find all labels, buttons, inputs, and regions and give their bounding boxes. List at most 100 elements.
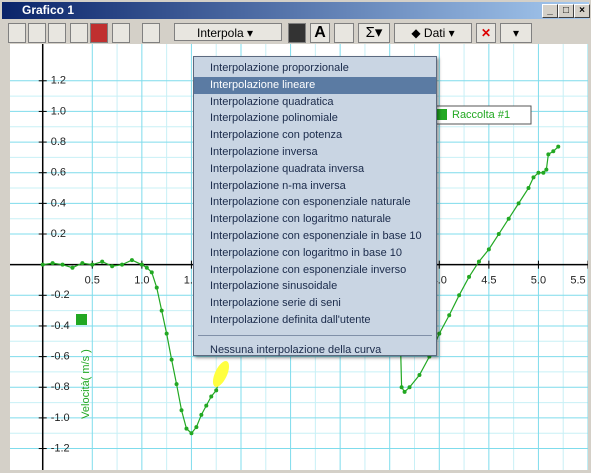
highlight [212,361,230,387]
menu-item[interactable]: Interpolazione lineare [194,76,436,94]
text-tool[interactable]: A [310,23,330,43]
x-tick-label: 5.0 [531,275,546,287]
legend-swatch [436,109,447,120]
interpolation-menu: Interpolazione proporzionale Interpolazio… [193,56,437,356]
tool[interactable] [90,23,108,43]
menu-item[interactable]: Interpolazione proporzionale [210,62,349,74]
data-point [120,262,125,267]
menu-item[interactable]: Interpolazione definita dall'utente [210,313,371,326]
menu-item[interactable]: Interpolazione con potenza [210,129,343,142]
y-tick-label: -0.6 [51,351,70,363]
maximize[interactable]: □ [558,4,574,18]
data-point [526,186,531,191]
data-point [70,265,75,270]
label: Σ [365,24,375,41]
close[interactable]: × [574,4,590,18]
title-bar: Grafico 1 _ □ × [2,2,590,19]
data-point [551,149,556,154]
data-point [169,357,174,362]
tool[interactable] [334,23,354,43]
data-point [536,170,541,175]
data-point [50,261,55,266]
tool[interactable] [142,23,160,43]
data-point [399,385,404,390]
menu-item[interactable]: Nessuna interpolazione della curva [210,343,382,356]
tool[interactable] [288,23,306,43]
data-point [516,201,521,206]
sum-tool[interactable]: Σ▾ [358,23,390,43]
y-tick-label: 0.4 [51,197,66,209]
data-point [556,144,561,149]
data-point [139,262,144,267]
menu-item[interactable]: Interpolazione con logaritmo in base 10 [210,246,403,259]
data-point [437,331,442,336]
y-tick-label: -0.4 [51,320,70,332]
separator [198,334,432,336]
menu-item[interactable]: Interpolazione con logaritmo naturale [210,213,392,226]
delete-tool[interactable]: ✕ [476,23,496,43]
data-point [184,426,189,431]
tool[interactable] [8,23,26,43]
y-tick-label: -0.2 [51,289,70,301]
menu-item[interactable]: Interpolazione inversa [210,145,318,158]
legend-label: Raccolta #1 [452,109,510,121]
data-point [144,265,149,270]
data-point [486,247,491,252]
data-point [164,331,169,336]
tool[interactable] [112,23,130,43]
menu-item[interactable]: Interpolazione quadrata inversa [210,162,365,175]
y-tick-label: -1.2 [51,442,70,454]
data-point [80,261,85,266]
y-tick-label: 1.2 [51,75,66,87]
y-tick-label: 0.2 [51,228,66,240]
data-point [90,262,95,267]
data-point [209,394,214,399]
tool[interactable] [70,23,88,43]
data-point [149,270,154,275]
data-point [541,170,546,175]
data-point [467,274,472,279]
dati-button[interactable]: ◆ Dati ▾ [394,23,472,43]
label: Dati [423,26,446,40]
tool[interactable]: ▾ [500,23,532,43]
x-tick-label: 5.5 [570,275,585,287]
data-point [129,258,134,263]
data-point [40,262,45,267]
data-point [476,259,481,264]
data-point [402,389,407,394]
y-tick-label: -0.8 [51,381,70,393]
data-point [417,372,422,377]
y-tick-label: 0.8 [51,136,66,148]
data-point [189,431,194,436]
data-point [194,425,199,430]
menu-item[interactable]: Interpolazione con esponenziale inverso [210,263,407,276]
menu-item[interactable]: Interpolazione con esponenziale in base … [210,229,422,242]
data-point [531,175,536,180]
menu-item[interactable]: Interpolazione polinomiale [210,112,338,125]
tool[interactable] [48,23,66,43]
menu-item[interactable]: Interpolazione con esponenziale naturale [210,196,411,209]
y-tick-label: 0.6 [51,167,66,179]
y-axis-label: Velocità( m/s ) [80,349,92,419]
menu-item[interactable]: Interpolazione serie di seni [210,297,341,310]
label: Interpola [197,26,244,40]
data-point [447,313,452,318]
tool[interactable] [28,23,46,43]
data-point [60,262,65,267]
interpola-button[interactable]: Interpola ▾ [174,23,282,41]
minimize[interactable]: _ [542,4,558,18]
toolbar: Interpola ▾ A Σ▾ ◆ Dati ▾ ✕ ▾ [2,21,589,43]
data-point [214,388,219,393]
x-tick-label: 1.0 [134,275,149,287]
data-point [100,259,105,264]
data-point [159,308,164,313]
menu-item[interactable]: Interpolazione quadratica [210,95,334,108]
axis-color-key [76,314,87,325]
menu-item[interactable]: Interpolazione sinusoidale [210,280,338,293]
data-point [174,382,179,387]
data-point [179,408,184,413]
data-point [506,216,511,221]
menu-item[interactable]: Interpolazione n-ma inversa [210,179,346,192]
y-tick-label: 1.0 [51,105,66,117]
